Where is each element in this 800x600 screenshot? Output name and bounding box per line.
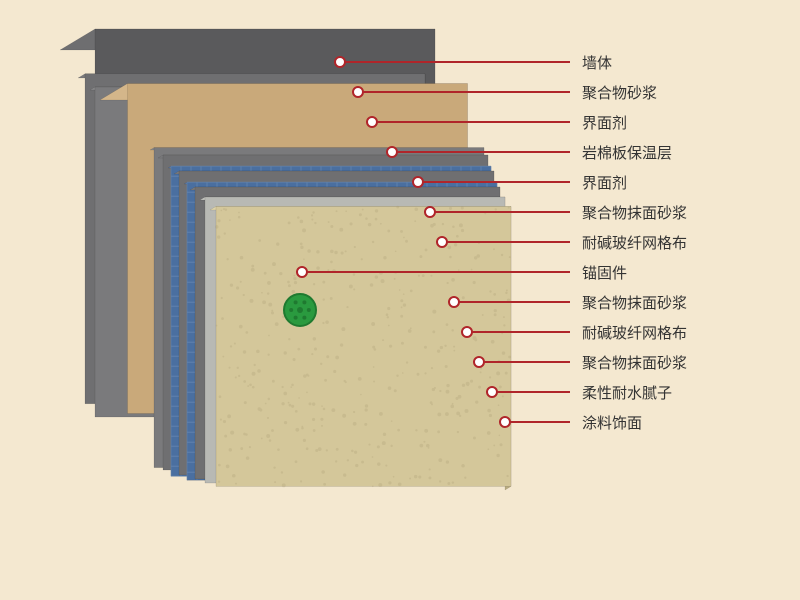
layer-label-text: 墙体 (582, 52, 612, 73)
layer-label-text: 岩棉板保温层 (582, 142, 672, 163)
layer-label-text: 耐碱玻纤网格布 (582, 232, 687, 253)
leader-dot (425, 207, 435, 217)
leader-dot (474, 357, 484, 367)
leader-dot (353, 87, 363, 97)
layer-label-text: 界面剂 (582, 172, 627, 193)
layer-label: 聚合物砂浆 (576, 82, 657, 103)
layer-label-text: 聚合物抹面砂浆 (582, 202, 687, 223)
layer-label: 界面剂 (576, 172, 627, 193)
anchor-icon (284, 294, 316, 326)
leader-dot (449, 297, 459, 307)
layer-label: 耐碱玻纤网格布 (576, 232, 687, 253)
layer-label: 柔性耐水腻子 (576, 382, 672, 403)
layer-label-text: 锚固件 (582, 262, 627, 283)
leader-dot (367, 117, 377, 127)
layer-label: 界面剂 (576, 112, 627, 133)
layer-label: 墙体 (576, 52, 612, 73)
layer-label: 岩棉板保温层 (576, 142, 672, 163)
leader-dot (500, 417, 510, 427)
layer-label: 聚合物抹面砂浆 (576, 202, 687, 223)
layer-label-text: 涂料饰面 (582, 412, 642, 433)
layer-label: 涂料饰面 (576, 412, 642, 433)
leader-dot (335, 57, 345, 67)
layer-label-text: 聚合物抹面砂浆 (582, 352, 687, 373)
leader-dot (487, 387, 497, 397)
layer-label-text: 耐碱玻纤网格布 (582, 322, 687, 343)
layer-finish (210, 206, 511, 490)
leader-dot (413, 177, 423, 187)
layer-label-text: 柔性耐水腻子 (582, 382, 672, 403)
leader-dot (437, 237, 447, 247)
layer-label: 耐碱玻纤网格布 (576, 322, 687, 343)
leader-dot (387, 147, 397, 157)
leader-dot (462, 327, 472, 337)
layer-label-text: 聚合物砂浆 (582, 82, 657, 103)
layer-label-text: 聚合物抹面砂浆 (582, 292, 687, 313)
leader-dot (297, 267, 307, 277)
layer-label: 锚固件 (576, 262, 627, 283)
layer-label: 聚合物抹面砂浆 (576, 352, 687, 373)
layer-label-text: 界面剂 (582, 112, 627, 133)
layer-label: 聚合物抹面砂浆 (576, 292, 687, 313)
